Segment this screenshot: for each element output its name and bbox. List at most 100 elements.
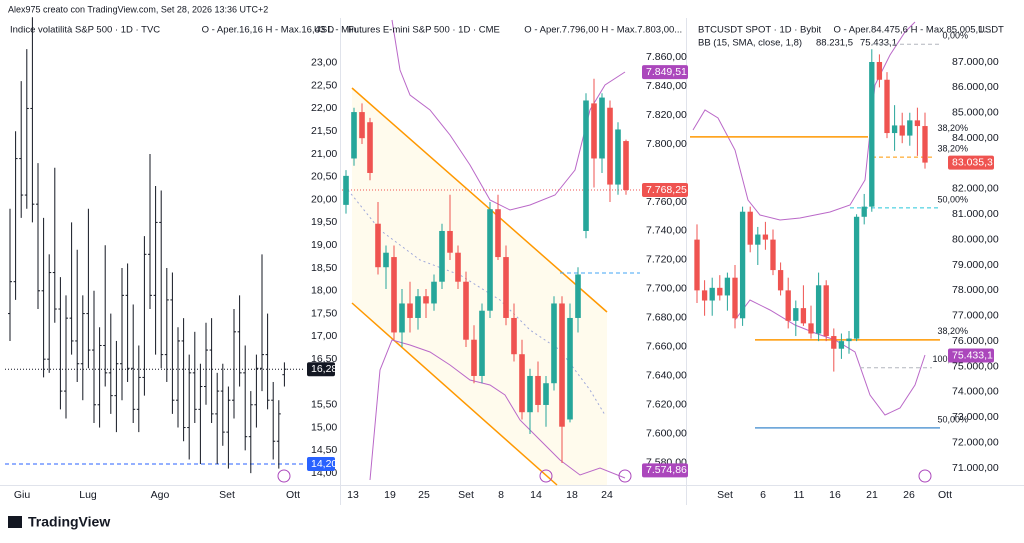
candle-body — [838, 341, 845, 349]
fib-label: 38,20% — [937, 326, 968, 336]
candle-body — [447, 230, 453, 253]
x-tick-label: Ott — [286, 489, 300, 501]
y-tick-label: 82.000,00 — [952, 183, 999, 195]
y-tick-label: 22,00 — [311, 102, 337, 114]
candle-body — [876, 61, 883, 80]
y-tick-label: 15,50 — [311, 399, 337, 411]
y-tick-label: 74.000,00 — [952, 386, 999, 398]
y-tick-label: 17,50 — [311, 307, 337, 319]
x-tick-label: Set — [219, 489, 235, 501]
x-tick-label: Ott — [938, 489, 952, 501]
chart3-drawings — [692, 21, 926, 416]
y-tick-label: 7.600,00 — [646, 428, 687, 440]
candle-body — [503, 257, 509, 318]
price-label: 14,20 — [311, 458, 337, 470]
candle-body — [709, 287, 715, 301]
event-icon[interactable] — [918, 469, 932, 483]
candle-body — [575, 274, 581, 318]
y-tick-label: 85.000,00 — [952, 107, 999, 119]
y-tick-label: 78.000,00 — [952, 284, 999, 296]
candle-body — [785, 290, 791, 321]
candle-body — [359, 112, 365, 139]
x-tick-label: 25 — [418, 489, 430, 501]
y-tick-label: 15,00 — [311, 421, 337, 433]
price-label-box — [642, 65, 688, 80]
event-icon[interactable] — [618, 469, 632, 483]
event-icon[interactable] — [539, 469, 553, 483]
y-tick-label: 71.000,00 — [952, 462, 999, 474]
x-tick-label: Lug — [79, 489, 97, 501]
candle-body — [431, 281, 437, 304]
y-tick-label: 23,00 — [311, 57, 337, 69]
ohlc-legend: O - Aper.16,16 H - Max.16,43 L - Min.... — [202, 25, 367, 36]
chart-title: Indice volatilità S&P 500 · 1D · TVC — [10, 25, 160, 36]
y-tick-label: 7.680,00 — [646, 312, 687, 324]
logo-text: TradingView — [28, 514, 110, 530]
y-tick-label: 79.000,00 — [952, 259, 999, 271]
price-label: 16,28 — [311, 363, 337, 375]
candle-body — [615, 129, 621, 185]
y-tick-label: 7.720,00 — [646, 254, 687, 266]
logo-mark — [8, 516, 22, 528]
candle-body — [479, 310, 485, 376]
x-tick-label: 18 — [566, 489, 578, 501]
candle-body — [922, 126, 928, 163]
candle-body — [439, 230, 445, 282]
logo: TradingView — [8, 514, 110, 530]
candle-body — [899, 125, 905, 136]
candle-body — [551, 303, 557, 384]
fib-label: 50,00% — [937, 194, 968, 204]
candle-body — [599, 97, 605, 159]
y-tick-label: 20,00 — [311, 193, 337, 205]
channel-line — [351, 302, 558, 486]
x-tick-label: Set — [717, 489, 733, 501]
candle-body — [383, 252, 389, 268]
y-tick-label: 7.740,00 — [646, 225, 687, 237]
ohlc-legend: O - Aper.7.796,00 H - Max.7.803,00... — [524, 25, 682, 36]
y-tick-label: 20,50 — [311, 171, 337, 183]
candle-body — [800, 308, 807, 324]
chart-title: Futures E-mini S&P 500 · 1D · CME — [348, 25, 500, 36]
event-icon[interactable] — [277, 469, 291, 483]
bb-lower — [734, 299, 926, 416]
candle-body — [367, 122, 373, 173]
x-tick-label: Giu — [14, 489, 31, 501]
candle-body — [567, 317, 573, 420]
candle-body — [343, 175, 349, 205]
y-tick-label: 19,00 — [311, 239, 337, 251]
candle-body — [869, 61, 875, 207]
candle-body — [861, 206, 867, 217]
candle-body — [559, 303, 565, 427]
y-tick-label: 86.000,00 — [952, 81, 999, 93]
fib-label: 50,00% — [937, 414, 968, 424]
x-tick-label: 8 — [498, 489, 504, 501]
candle-body — [762, 234, 769, 240]
y-tick-label: 16,50 — [311, 353, 337, 365]
candle-body — [701, 290, 708, 301]
x-tick-label: 16 — [829, 489, 841, 501]
candle-body — [623, 141, 629, 191]
y-tick-label: 73.000,00 — [952, 411, 999, 423]
x-tick-label: Set — [458, 489, 474, 501]
fib-label: 0,00% — [942, 31, 968, 41]
indicator-value: 88.231,5 — [816, 38, 853, 49]
candle-body — [527, 375, 533, 413]
fib-label: 38,20% — [937, 144, 968, 154]
candle-body — [455, 252, 461, 282]
x-tick-label: 21 — [866, 489, 878, 501]
candle-body — [591, 103, 597, 159]
price-label-box — [642, 183, 688, 198]
candle-body — [831, 336, 837, 349]
candle-body — [717, 287, 723, 296]
y-tick-label: 19,50 — [311, 216, 337, 228]
y-tick-label: 75.000,00 — [952, 360, 999, 372]
candle-body — [391, 257, 397, 333]
y-tick-label: 7.800,00 — [646, 138, 687, 150]
ohlc-legend: O - Aper.84.475,6 H - Max.85.005,1... — [834, 25, 992, 36]
x-tick-label: 11 — [794, 489, 805, 501]
indicator-name: BB (15, SMA, close, 1,8) — [698, 38, 802, 49]
candle-body — [351, 112, 357, 159]
axis-unit: USDT — [978, 25, 1004, 36]
price-label: 7.849,51 — [646, 66, 687, 78]
